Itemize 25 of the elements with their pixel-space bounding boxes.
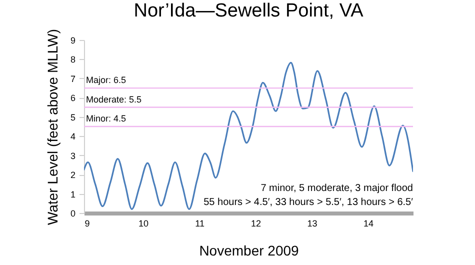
ref-line-label: Major: 6.5 (86, 75, 126, 86)
y-tick-label: 8 (70, 54, 76, 65)
x-tick-label: 14 (364, 218, 374, 228)
y-tick-label: 4 (70, 132, 76, 142)
y-axis-title: Water Level (feet above MLLW) (44, 28, 60, 226)
x-tick-label: 11 (195, 218, 204, 228)
annotation: 55 hours > 4.5′, 33 hours > 5.5′, 13 hours > 6.5′ (204, 197, 414, 208)
ref-line-label: Moderate: 5.5 (86, 94, 142, 104)
x-tick-label: 9 (84, 218, 90, 228)
y-tick-label: 6 (70, 93, 76, 104)
y-tick-label: 3 (70, 150, 76, 161)
y-tick-label: 9 (70, 36, 76, 46)
y-tick-label: 0 (70, 208, 76, 218)
x-tick-label: 10 (138, 218, 149, 228)
x-axis-title: November 2009 (199, 242, 300, 258)
ref-line-label: Minor: 4.5 (86, 114, 126, 124)
chart-title: Nor’Ida—Sewells Point, VA (134, 0, 364, 22)
x-tick-label: 13 (307, 218, 318, 228)
line-series (84, 62, 413, 210)
y-tick-label: 1 (70, 189, 76, 200)
annotation: 7 minor, 5 moderate, 3 major flood (260, 183, 413, 194)
y-tick-label: 2 (70, 170, 76, 180)
x-tick-label: 12 (251, 218, 262, 228)
y-tick-label: 5 (70, 112, 76, 122)
y-tick-label: 7 (70, 74, 76, 84)
